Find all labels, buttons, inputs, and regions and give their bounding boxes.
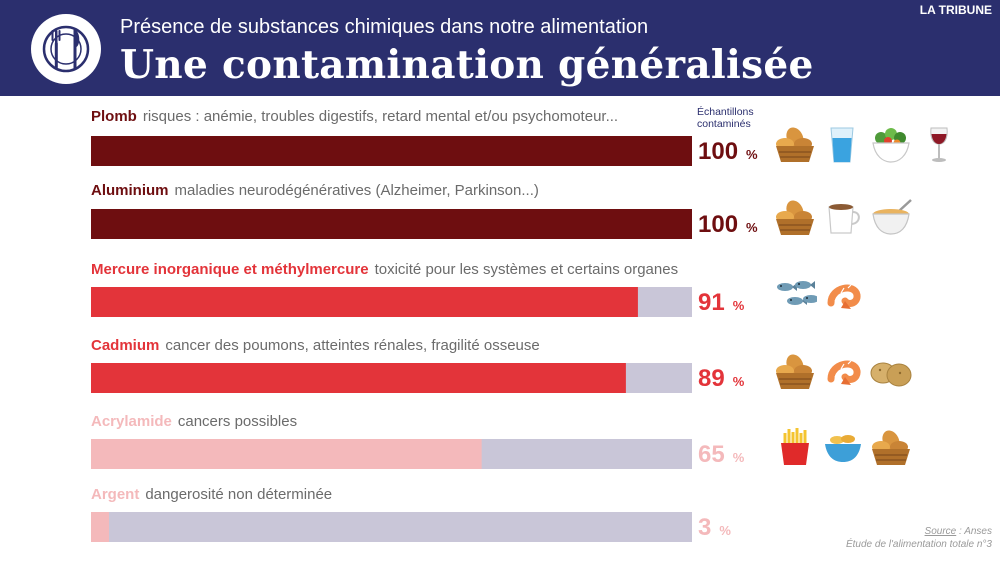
value-number: 100 xyxy=(698,138,739,165)
row-label: Aluminium maladies neurodégénératives (Al… xyxy=(91,182,539,199)
value-unit: % xyxy=(732,450,745,465)
water-glass-icon xyxy=(830,127,854,163)
food-icons xyxy=(773,425,913,469)
soup-bowl-icon xyxy=(872,199,912,235)
substance-name: Aluminium xyxy=(91,182,169,199)
row-label: Mercure inorganique et méthylmercure toxi… xyxy=(91,261,678,278)
value-header-line2: contaminés xyxy=(697,118,751,130)
value-unit: % xyxy=(719,523,731,538)
source-separator: : xyxy=(956,526,965,537)
value-unit: % xyxy=(732,298,745,313)
row-label: Argent dangerosité non déterminée xyxy=(91,486,332,503)
source-name: Anses xyxy=(964,526,992,537)
bar-chart xyxy=(91,136,692,542)
value-number: 65 xyxy=(698,441,725,468)
bread-basket-icon xyxy=(776,127,814,162)
bar xyxy=(91,136,692,166)
value-header-line1: Échantillons xyxy=(697,106,754,118)
substance-name: Plomb xyxy=(91,108,137,125)
bar xyxy=(91,363,626,393)
value-label: 3% xyxy=(698,514,731,542)
food-icons xyxy=(773,349,913,393)
bar xyxy=(91,287,638,317)
bar xyxy=(91,439,482,469)
value-label: 65% xyxy=(698,441,744,469)
value-number: 89 xyxy=(698,365,725,392)
bread-basket-icon xyxy=(776,200,814,235)
value-label: 100% xyxy=(698,211,758,239)
chart-supertitle: Présence de substances chimiques dans no… xyxy=(120,16,649,38)
source-link[interactable]: Source xyxy=(924,526,957,537)
bread-basket-icon xyxy=(776,354,814,389)
value-number: 91 xyxy=(698,289,725,316)
shrimp-icon xyxy=(827,284,861,309)
substance-name: Mercure inorganique et méthylmercure xyxy=(91,261,369,278)
value-label: 89% xyxy=(698,365,744,393)
food-icons xyxy=(773,273,865,317)
bar xyxy=(91,512,110,542)
brand-logo[interactable]: LA TRIBUNE xyxy=(919,3,992,17)
value-unit: % xyxy=(746,220,758,235)
food-icons xyxy=(773,122,961,166)
value-unit: % xyxy=(746,147,758,162)
chart-title: Une contamination généralisée xyxy=(120,42,814,88)
substance-risk: risques : anémie, troubles digestifs, re… xyxy=(142,108,619,125)
bar xyxy=(91,209,692,239)
substance-name: Acrylamide xyxy=(91,413,172,430)
substance-risk: cancers possibles xyxy=(177,413,298,430)
substance-risk: maladies neurodégénératives (Alzheimer, … xyxy=(174,182,539,199)
fork-knife-plate-icon xyxy=(31,14,101,84)
fish-icon xyxy=(777,281,817,305)
row-label: Plomb risques : anémie, troubles digestif… xyxy=(91,108,618,125)
value-unit: % xyxy=(732,374,745,389)
potato-icon xyxy=(870,362,912,387)
value-label: 100% xyxy=(698,138,758,166)
row-label: Acrylamide cancers possibles xyxy=(91,413,297,430)
substance-name: Cadmium xyxy=(91,337,160,354)
source-note: Source : Anses Étude de l'alimentation t… xyxy=(846,525,992,551)
row-label: Cadmium cancer des poumons, atteintes rén… xyxy=(91,337,540,354)
substance-risk: cancer des poumons, atteintes rénales, f… xyxy=(165,337,540,354)
value-label: 91% xyxy=(698,289,744,317)
header: Présence de substances chimiques dans no… xyxy=(0,0,1000,96)
chart-panel: Échantillons contaminés Plomb risques : a… xyxy=(0,96,1000,563)
fries-icon xyxy=(781,428,809,465)
food-icons xyxy=(773,195,913,239)
salad-bowl-icon xyxy=(872,128,910,163)
chips-bowl-icon xyxy=(825,435,861,462)
substance-risk: toxicité pour les systèmes et certains o… xyxy=(374,261,679,278)
wine-glass-icon xyxy=(930,127,948,162)
coffee-cup-icon xyxy=(828,204,860,234)
shrimp-icon xyxy=(827,360,861,385)
source-study: Étude de l'alimentation totale n°3 xyxy=(845,539,992,550)
value-column-header: Échantillons contaminés xyxy=(697,106,754,130)
substance-name: Argent xyxy=(91,486,140,503)
substance-risk: dangerosité non déterminée xyxy=(145,486,333,503)
bread-basket-icon xyxy=(872,430,910,465)
value-number: 3 xyxy=(698,514,712,541)
value-number: 100 xyxy=(698,211,739,238)
bar-track xyxy=(91,512,692,542)
